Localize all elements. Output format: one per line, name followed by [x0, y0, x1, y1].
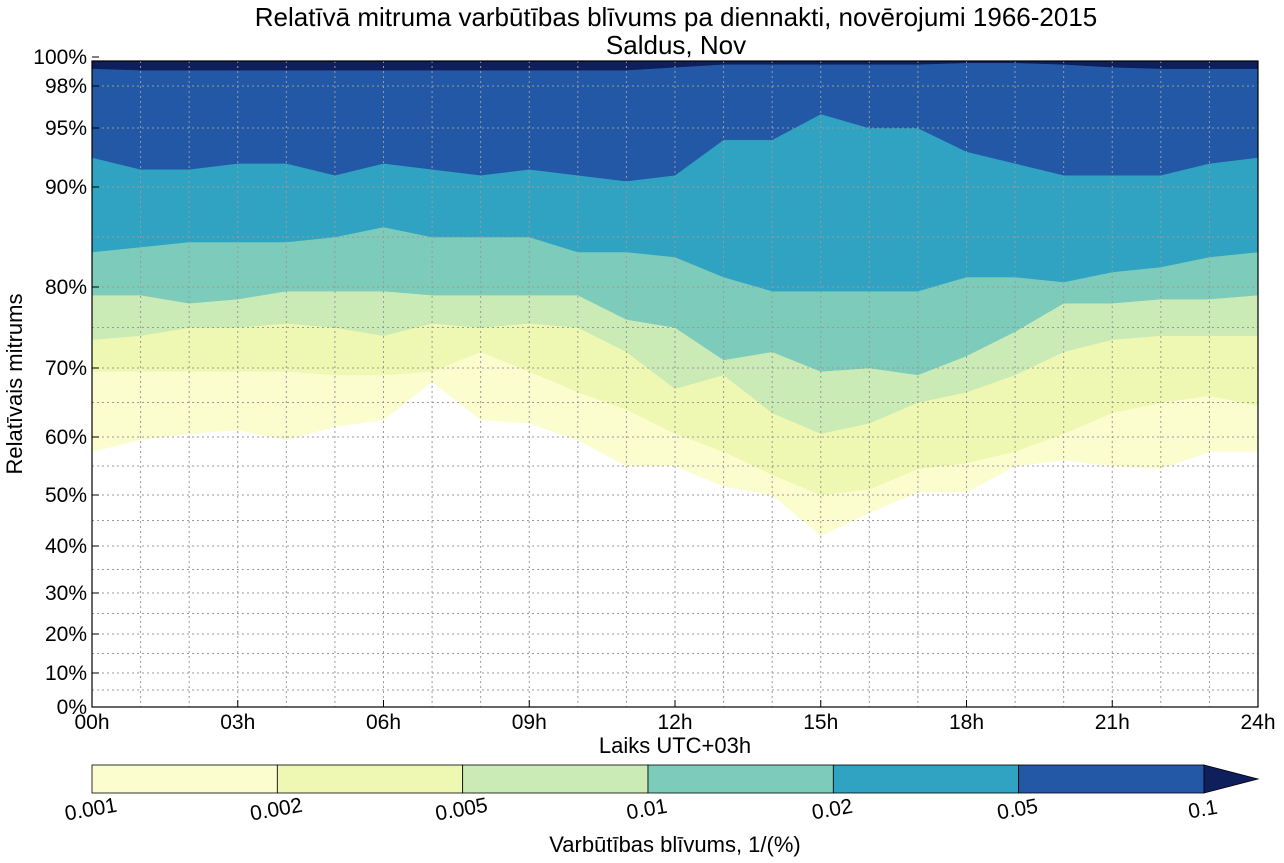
y-tick-label: 95%	[45, 117, 87, 140]
y-tick-label: 70%	[45, 357, 87, 380]
y-tick-label: 10%	[45, 662, 87, 685]
x-tick-label: 18h	[949, 711, 984, 734]
y-tick-label: 90%	[45, 176, 87, 199]
x-tick-label: 15h	[803, 711, 838, 734]
y-tick-label: 20%	[45, 623, 87, 646]
colorbar-segment	[832, 764, 1020, 794]
y-axis-ticks: 0% 10% 20% 30% 40% 50% 60% 70% 80% 90% 95% 98% 100%	[33, 46, 99, 719]
colorbar-tick-label: 0.05	[995, 795, 1039, 825]
colorbar-segment	[647, 764, 834, 794]
y-axis-label: Relatīvais mitrums	[2, 294, 27, 475]
grid-lines	[92, 61, 1258, 707]
y-tick-label: 60%	[45, 426, 87, 449]
x-tick-label: 03h	[220, 711, 255, 734]
colorbar-extend-arrow	[1203, 764, 1260, 794]
colorbar-tick-label: 0.005	[434, 794, 490, 826]
y-tick-label: 30%	[45, 582, 87, 605]
colorbar-tick-label: 0.02	[810, 795, 854, 825]
y-tick-label: 50%	[45, 484, 87, 507]
x-axis-ticks: 00h 03h 06h 09h 12h 15h 18h 21h 24h	[74, 700, 1276, 734]
x-tick-label: 24h	[1240, 711, 1275, 734]
y-tick-label: 0%	[57, 696, 87, 719]
y-tick-label: 100%	[33, 46, 87, 69]
chart-title: Relatīvā mitruma varbūtības blīvums pa d…	[255, 2, 1098, 32]
colorbar: 0.001 0.002 0.005 0.01 0.02 0.05 0.1	[63, 764, 1260, 826]
colorbar-tick-label: 0.001	[63, 794, 119, 826]
x-tick-label: 21h	[1095, 711, 1130, 734]
colorbar-segment	[1018, 764, 1205, 794]
x-tick-label: 00h	[74, 711, 109, 734]
colorbar-tick-label: 0.1	[1186, 796, 1219, 824]
x-axis-label: Laiks UTC+03h	[599, 733, 751, 758]
y-tick-label: 98%	[45, 75, 87, 98]
y-tick-label: 80%	[45, 276, 87, 299]
chart-subtitle: Saldus, Nov	[606, 30, 746, 60]
x-tick-label: 12h	[657, 711, 692, 734]
colorbar-segment	[462, 764, 649, 794]
y-tick-label: 40%	[45, 535, 87, 558]
x-tick-label: 09h	[512, 711, 547, 734]
x-tick-label: 06h	[366, 711, 401, 734]
colorbar-label: Varbūtības blīvums, 1/(%)	[549, 832, 800, 857]
colorbar-segment	[276, 764, 464, 794]
colorbar-tick-label: 0.01	[625, 795, 669, 825]
colorbar-tick-label: 0.002	[248, 794, 304, 826]
colorbar-segment	[91, 764, 278, 794]
